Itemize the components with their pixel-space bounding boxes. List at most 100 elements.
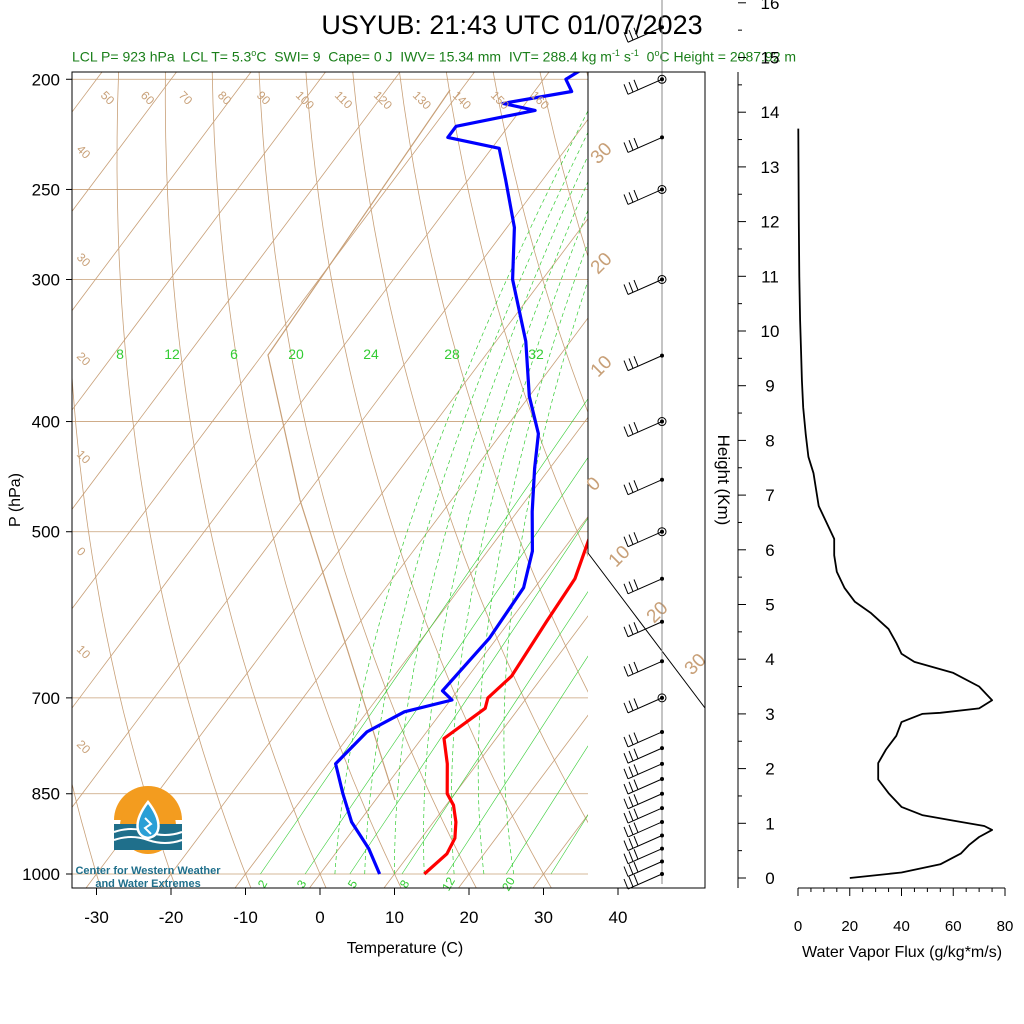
mixing-ratio-label: 8 (116, 346, 124, 362)
dry-adiabat (352, 72, 627, 888)
wind-barb-feather (628, 750, 634, 762)
wind-barb-shaft (627, 136, 663, 153)
dry-adiabat (760, 0, 1024, 898)
flux-x-tick-label: 40 (893, 918, 910, 935)
wind-level-marker (657, 693, 667, 703)
wind-barb-shaft (627, 873, 663, 890)
mixing-ratio-label: 6 (230, 346, 238, 362)
theta-label: 50 (98, 88, 118, 108)
isotherm-line (749, 0, 1024, 898)
wind-barb-shaft (627, 848, 663, 865)
wind-barb-shaft (627, 78, 663, 95)
y-tick-label: 250 (32, 180, 60, 199)
wind-barb-shaft (627, 26, 663, 43)
theta-label: 110 (332, 88, 356, 112)
wind-barb-feather (623, 84, 629, 95)
isotherm-line (72, 72, 476, 610)
dry-adiabat (872, 0, 1024, 898)
wind-barb-feather (633, 421, 639, 433)
wind-barb-feather (633, 698, 639, 709)
isotherm-line (72, 72, 550, 709)
wind-barb-feather (628, 581, 634, 592)
wind-barb-shaft (627, 578, 663, 595)
wind-barb-feather (623, 194, 629, 205)
isotherm-line (72, 72, 401, 511)
isotherm-line (0, 0, 94, 898)
wind-barb-shaft (627, 355, 663, 372)
moist-adiabat (364, 79, 615, 875)
flux-x-label: Water Vapor Flux (g/kg*m/s) (802, 944, 1002, 961)
wind-barb-feather (628, 734, 634, 745)
height-tick-label: 5 (765, 596, 774, 615)
y-tick-label: 500 (32, 523, 60, 542)
theta-label: 120 (371, 88, 395, 112)
zero-c-label: 0 (646, 48, 655, 65)
wind-barb-feather (633, 622, 639, 633)
wind-barb-shaft (627, 479, 663, 496)
height-tick-label: 13 (761, 158, 780, 177)
wind-barb-feather (623, 736, 629, 748)
theta-label-left: 40 (74, 142, 94, 162)
wind-barb-feather (633, 532, 639, 543)
theta-label: 130 (410, 88, 434, 112)
dry-adiabat (258, 72, 477, 888)
height-tick-label: 16 (761, 0, 780, 13)
height-tick-label: 4 (765, 650, 774, 669)
wind-barb-feather (628, 796, 634, 807)
wind-barb-feather (633, 579, 639, 590)
wind-barb-shaft (627, 731, 663, 748)
height-axis-label: Height (Km) (714, 435, 733, 526)
x-tick-label: 40 (609, 908, 628, 927)
wind-barb-feather (623, 626, 629, 637)
theta-label-left: 0 (74, 544, 89, 559)
skew-t-frame (71, 71, 706, 889)
y-tick-label: 850 (32, 785, 60, 804)
isotherm-line (72, 72, 252, 312)
height-tick-label: 3 (765, 705, 774, 724)
height-tick-label: 0 (765, 869, 774, 888)
y-tick-label: 400 (32, 413, 60, 432)
isotherm-line (72, 72, 178, 212)
dry-adiabat (685, 0, 1024, 898)
x-tick-label: -30 (84, 908, 109, 927)
wind-barb-feather (623, 826, 629, 838)
mixing-ratio-label: 12 (164, 346, 180, 362)
wind-barb-feather (628, 781, 634, 792)
wind-barb-feather (623, 752, 629, 764)
moist-adiabat (334, 79, 605, 875)
isotherm-line (308, 359, 705, 888)
wind-level-marker (657, 274, 667, 284)
theta-label: 90 (254, 88, 274, 108)
isotherm-line (72, 72, 327, 411)
wind-barb-feather (628, 663, 634, 675)
height-tick-label: 15 (761, 49, 780, 68)
flux-x-tick-label: 60 (945, 918, 962, 935)
wind-barb-feather (633, 137, 639, 149)
wind-barb-feather (633, 279, 639, 291)
wind-barb-feather (623, 812, 629, 824)
wind-barb-feather (623, 798, 629, 809)
wind-level-marker (657, 74, 667, 84)
wind-barb-feather (623, 866, 629, 877)
x-tick-label: 10 (385, 908, 404, 927)
wind-barb-feather (633, 79, 639, 91)
x-axis-label: Temperature (C) (347, 940, 463, 957)
theta-label: 60 (138, 88, 158, 108)
mixing-ratio-label: 32 (528, 346, 544, 362)
wind-barb-feather (628, 624, 634, 635)
y-tick-label: 1000 (22, 865, 60, 884)
wind-barb-feather (628, 851, 634, 862)
wind-barb-feather (628, 864, 634, 875)
wind-barb-feather (628, 700, 634, 711)
parcel-path (267, 89, 451, 801)
mixing-ratio-line (505, 562, 705, 875)
wind-barb-feather (623, 878, 629, 890)
wind-barb-feather (628, 810, 634, 822)
theta-label-left: 10 (74, 642, 94, 662)
x-tick-label: -20 (159, 908, 184, 927)
dry-adiabat (211, 72, 402, 888)
y-tick-label: 200 (32, 70, 60, 89)
moist-adiabat (503, 79, 665, 875)
theta-label: 140 (450, 88, 474, 112)
wind-level-marker (657, 527, 667, 537)
